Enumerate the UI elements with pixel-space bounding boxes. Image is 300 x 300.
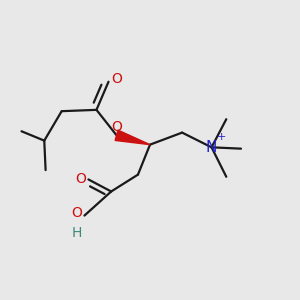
Text: H: H: [72, 226, 82, 240]
Text: N: N: [206, 140, 217, 155]
Text: O: O: [76, 172, 86, 186]
Polygon shape: [115, 130, 150, 145]
Text: O: O: [71, 206, 82, 220]
Text: O: O: [111, 72, 122, 86]
Text: O: O: [111, 120, 122, 134]
Text: +: +: [217, 132, 226, 142]
